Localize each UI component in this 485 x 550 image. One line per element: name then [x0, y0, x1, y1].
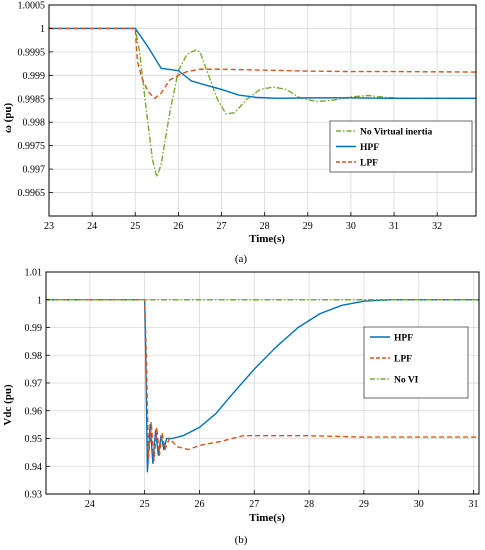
y-tick-label: 0.96 [25, 406, 43, 417]
plot-frame-a [48, 4, 477, 217]
x-tick-label: 31 [469, 499, 479, 510]
x-tick-label: 30 [414, 499, 424, 510]
x-tick-label: 25 [130, 221, 140, 232]
x-tick-label: 26 [194, 499, 204, 510]
legend-label: No Virtual inertia [360, 128, 433, 138]
y-tick-label: 0.9965 [18, 188, 46, 199]
legend-label: LPF [394, 355, 412, 365]
x-tick-label: 28 [304, 499, 314, 510]
y-tick-label: 0.94 [25, 462, 43, 473]
y-tick-label: 0.95 [25, 434, 43, 445]
y-ticks-a: 0.9965 0.997 0.9975 0.998 0.9985 0.999 0.9995 1… [18, 1, 53, 199]
x-axis-label-b: Time(s) [249, 512, 285, 524]
caption-a: (a) [235, 253, 248, 265]
x-ticks-b: 24 25 26 27 28 29 30 31 [85, 490, 479, 510]
x-tick-label: 27 [217, 221, 227, 232]
x-axis-label-a: Time(s) [249, 233, 285, 245]
legend-label: HPF [394, 334, 413, 344]
series-a [49, 27, 477, 178]
x-tick-label: 23 [44, 221, 54, 232]
x-tick-label: 26 [173, 221, 183, 232]
x-tick-label: 29 [303, 221, 313, 232]
y-tick-label: 1 [37, 295, 42, 306]
y-tick-label: 0.997 [23, 165, 46, 176]
legend-label: No VI [394, 376, 419, 386]
x-tick-label: 25 [140, 499, 150, 510]
series-line-lpf [46, 299, 479, 462]
x-tick-label: 24 [87, 221, 97, 232]
series-line-hpf [46, 299, 479, 473]
caption-b: (b) [235, 534, 248, 546]
y-tick-label: 1 [40, 24, 45, 35]
y-tick-label: 0.9975 [18, 141, 46, 152]
x-tick-label: 30 [346, 221, 356, 232]
y-tick-label: 0.999 [23, 71, 46, 82]
grid-a [48, 4, 476, 216]
x-tick-label: 32 [432, 221, 442, 232]
x-ticks-a: 23 24 25 26 27 28 29 30 31 32 [44, 212, 442, 232]
series-line-lpf [49, 27, 477, 100]
series-b [46, 299, 479, 473]
y-tick-label: 0.97 [25, 379, 43, 390]
series-line-no-virtual-inertia [49, 27, 476, 178]
y-tick-label: 0.998 [23, 118, 46, 129]
legend-label: LPF [360, 159, 378, 169]
y-tick-label: 0.9985 [18, 94, 46, 105]
chart-a: 23 24 25 26 27 28 29 30 31 32 0.99650.9970.99750.… [2, 1, 477, 265]
y-axis-label-b: Vdc (pu) [2, 384, 14, 426]
legend-b: HPF LPF No VI [363, 326, 469, 399]
y-tick-label: 0.93 [25, 490, 43, 501]
x-tick-label: 31 [389, 221, 399, 232]
x-tick-label: 28 [260, 221, 270, 232]
y-tick-label: 0.9995 [18, 47, 46, 58]
series-line-hpf [49, 27, 476, 100]
y-ticks-b: 0.93 0.94 0.95 0.96 0.97 0.98 0.99 1 1.01 [25, 268, 50, 501]
chart-b: 24 25 26 27 28 29 30 31 0.930.940.950.960.970.9… [2, 268, 480, 546]
y-tick-label: 0.98 [25, 351, 43, 362]
y-tick-label: 0.99 [25, 323, 43, 334]
x-tick-label: 27 [249, 499, 259, 510]
legend-label: HPF [360, 143, 379, 153]
y-axis-label-a: ω (pu) [2, 102, 14, 133]
x-tick-label: 24 [85, 499, 95, 510]
x-tick-label: 29 [359, 499, 369, 510]
y-tick-label: 1.01 [25, 268, 43, 279]
y-tick-label: 1.0005 [18, 1, 46, 12]
legend-box-b [363, 326, 469, 399]
legend-a: No Virtual inertia HPF LPF [329, 120, 473, 173]
